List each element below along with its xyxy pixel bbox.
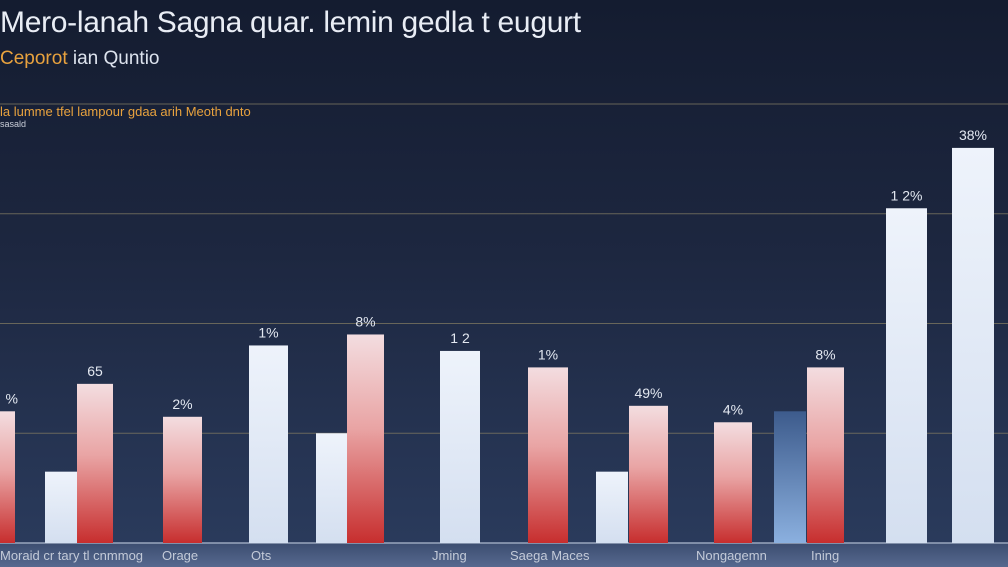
- category-label: Orage: [162, 548, 198, 563]
- legend-sublabel: sasald: [0, 119, 27, 129]
- bar: [629, 405, 668, 543]
- bar: [440, 350, 480, 543]
- bar-value-label: 4%: [723, 401, 743, 417]
- category-label: Saega Maces: [510, 548, 590, 563]
- category-label: Moraid cr tary tl cnmmog: [0, 548, 143, 563]
- bar-value-label: 8%: [355, 313, 375, 329]
- legend-label: la lumme tfel lampour gdaa arih Meoth dn…: [0, 104, 251, 119]
- category-label: Ots: [251, 548, 272, 563]
- bar: [249, 345, 288, 543]
- bar-value-label: 1%: [538, 346, 558, 362]
- bar: [77, 383, 113, 543]
- bar-value-label: 49%: [634, 385, 662, 401]
- bar-value-label: 38%: [959, 127, 987, 143]
- category-label: Nongagemn: [696, 548, 767, 563]
- bar-value-label: 1%: [258, 324, 278, 340]
- bar: [316, 433, 348, 543]
- bar-value-label: 8%: [815, 346, 835, 362]
- category-label: Ining: [811, 548, 839, 563]
- bar: [0, 411, 15, 543]
- bar: [807, 367, 844, 543]
- chart-subtitle: Ceporot ian Quntio: [0, 48, 160, 70]
- bar-value-label: 65: [87, 363, 103, 379]
- bar-value-label: 1 2: [450, 330, 470, 346]
- bar-value-label: 2%: [172, 396, 192, 412]
- category-label: Jming: [432, 548, 467, 563]
- bar: [347, 334, 384, 543]
- bar: [886, 208, 927, 543]
- chart-baseline-band: [0, 543, 1008, 567]
- bar: [952, 147, 994, 543]
- bar: [528, 367, 568, 543]
- bar: [596, 471, 628, 543]
- bar-value-label: 1 2%: [891, 187, 923, 203]
- bar: [774, 411, 806, 543]
- subtitle-rest: ian Quntio: [67, 48, 160, 69]
- subtitle-accent: Ceporot: [0, 48, 68, 69]
- bar-value-label: %: [6, 390, 18, 406]
- bar: [163, 416, 202, 543]
- bar: [714, 422, 752, 543]
- chart-title: Mero-lanah Sagna quar. lemin gedla t eug…: [0, 6, 581, 39]
- bar: [45, 471, 77, 543]
